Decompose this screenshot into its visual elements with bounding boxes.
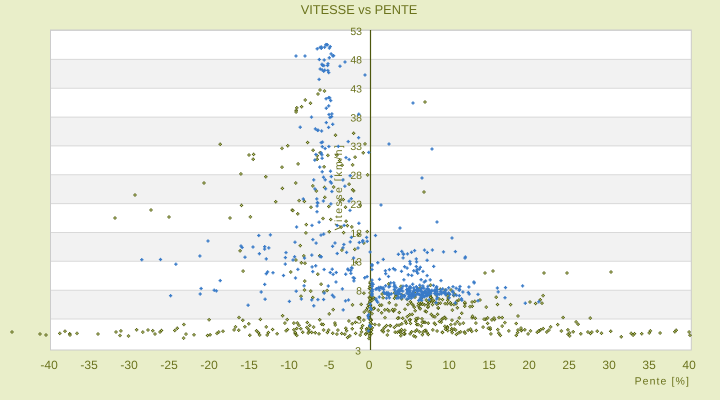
svg-text:-15: -15 — [240, 358, 258, 372]
svg-text:5: 5 — [406, 358, 413, 372]
svg-text:18: 18 — [350, 228, 362, 240]
svg-text:-10: -10 — [280, 358, 298, 372]
svg-text:-25: -25 — [160, 358, 178, 372]
svg-text:0: 0 — [366, 358, 373, 372]
svg-text:23: 23 — [350, 199, 362, 211]
svg-text:30: 30 — [602, 358, 616, 372]
svg-text:53: 53 — [350, 26, 362, 38]
svg-text:40: 40 — [682, 358, 696, 372]
svg-text:3: 3 — [356, 314, 362, 326]
svg-text:25: 25 — [562, 358, 576, 372]
svg-text:-30: -30 — [120, 358, 138, 372]
svg-text:VITESSE vs PENTE: VITESSE vs PENTE — [301, 2, 418, 17]
svg-text:3: 3 — [355, 345, 361, 357]
svg-text:43: 43 — [350, 84, 362, 96]
svg-text:20: 20 — [522, 358, 536, 372]
svg-text:8: 8 — [356, 286, 362, 298]
svg-text:28: 28 — [350, 170, 362, 182]
svg-text:15: 15 — [482, 358, 496, 372]
svg-text:33: 33 — [350, 141, 362, 153]
svg-text:38: 38 — [350, 112, 362, 124]
svg-text:-20: -20 — [200, 358, 218, 372]
svg-text:-35: -35 — [80, 358, 98, 372]
svg-text:-5: -5 — [324, 358, 335, 372]
svg-text:48: 48 — [350, 55, 362, 67]
svg-text:35: 35 — [642, 358, 656, 372]
svg-text:10: 10 — [442, 358, 456, 372]
svg-text:Pente [%]: Pente [%] — [635, 375, 690, 387]
svg-text:-40: -40 — [40, 358, 58, 372]
